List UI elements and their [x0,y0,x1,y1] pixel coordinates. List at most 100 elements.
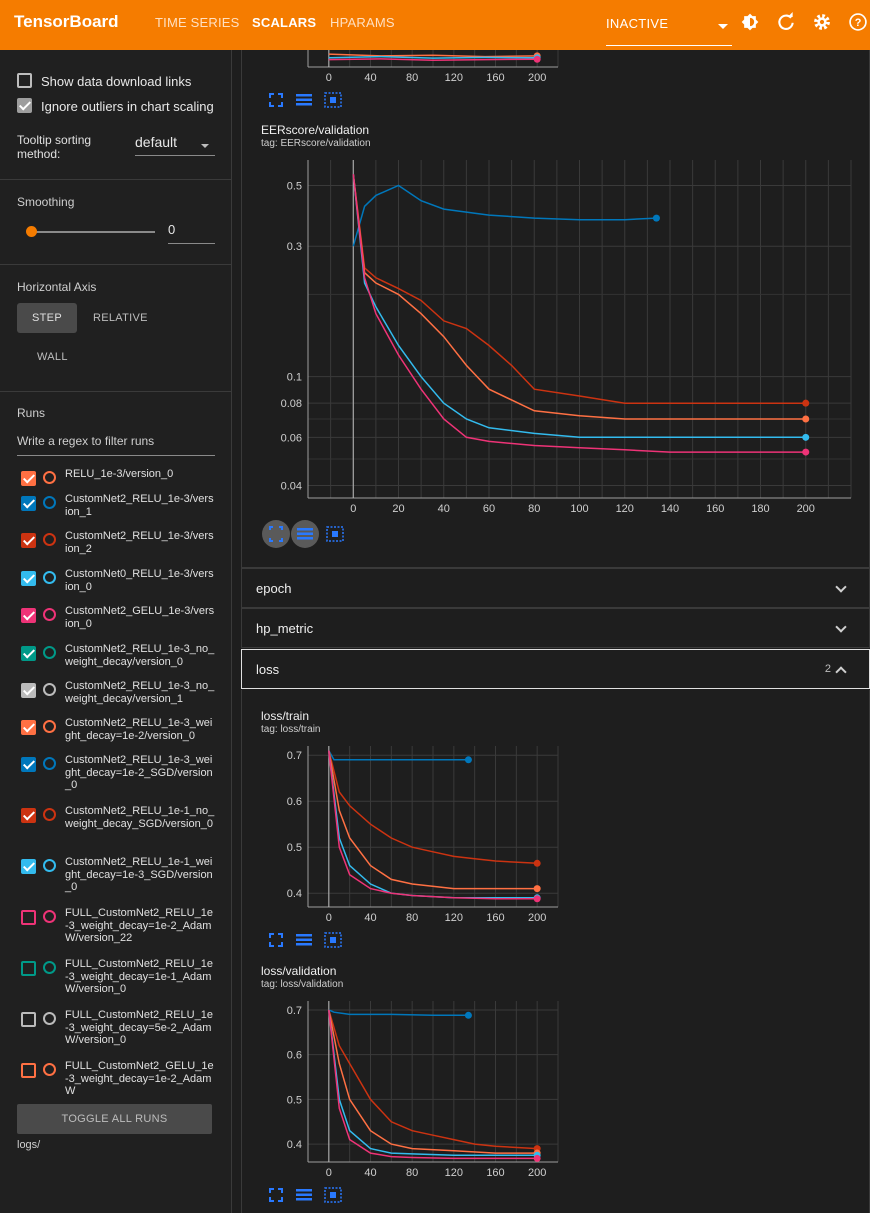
run-checkbox[interactable] [21,910,36,925]
run-checkbox[interactable] [21,683,36,698]
fullscreen-icon[interactable] [269,933,283,947]
help-icon[interactable]: ? [848,12,868,32]
fit-domain-icon[interactable] [324,92,342,108]
run-color-circle[interactable] [43,1012,56,1025]
fit-domain-icon[interactable] [324,932,342,948]
y-tick-label: 0.04 [281,480,302,492]
smoothing-slider-thumb[interactable] [26,226,37,237]
inactive-dashboards-select[interactable]: INACTIVE [606,8,732,46]
run-color-circle[interactable] [43,646,56,659]
run-checkbox[interactable] [21,961,36,976]
chart-toolbar-partial [268,92,358,115]
run-checkbox[interactable] [21,646,36,661]
run-checkbox[interactable] [21,608,36,623]
run-checkbox[interactable] [21,496,36,511]
x-tick-label: 40 [364,1167,376,1179]
series-line [328,53,538,58]
run-color-circle[interactable] [43,910,56,923]
run-checkbox[interactable] [21,533,36,548]
tab-scalars[interactable]: SCALARS [252,15,317,30]
loss-validation-chart[interactable]: 0 40 80 120 160 200 0.7 0.6 0.5 0.4 [242,991,572,1181]
axis-wall-button[interactable]: WALL [37,351,68,363]
fit-domain-icon[interactable] [324,1187,342,1203]
run-checkbox[interactable] [21,757,36,772]
data-table-icon[interactable] [291,520,319,548]
series-endpoint [464,756,472,764]
series-endpoint [533,885,541,893]
x-tick-label: 120 [445,1167,463,1179]
run-checkbox[interactable] [21,859,36,874]
ignore-outliers-checkbox[interactable] [17,98,32,113]
run-name: CustomNet2_RELU_1e-1_weight_decay=1e-3_S… [65,856,213,893]
run-color-circle[interactable] [43,720,56,733]
series-endpoint [533,859,541,867]
run-checkbox[interactable] [21,1063,36,1078]
toggle-all-runs-button[interactable]: TOGGLE ALL RUNS [17,1104,212,1134]
chart-tag: tag: EERscore/validation [261,138,371,149]
group-epoch[interactable]: epoch [241,568,870,608]
data-table-icon[interactable] [296,934,312,946]
run-checkbox[interactable] [21,1012,36,1027]
run-color-circle[interactable] [43,608,56,621]
run-color-circle[interactable] [43,859,56,872]
group-name: epoch [256,581,292,596]
show-download-links-checkbox[interactable] [17,73,32,88]
series-endpoint [802,433,810,441]
run-name: FULL_CustomNet2_RELU_1e-3_weight_decay=1… [65,907,213,944]
x-tick-label: 120 [445,72,463,84]
fullscreen-icon[interactable] [269,1188,283,1202]
group-hp-metric[interactable]: hp_metric [241,608,870,648]
run-color-circle[interactable] [43,471,56,484]
group-count: 2 [824,663,831,675]
tooltip-sorting-select[interactable]: default [135,134,215,156]
series-endpoint [802,448,810,456]
run-color-circle[interactable] [43,533,56,546]
run-checkbox[interactable] [21,808,36,823]
chart-card-loss: loss/train tag: loss/train 0 40 80 120 160 20… [241,690,870,1213]
series-endpoint [533,895,541,903]
fullscreen-icon[interactable] [262,520,290,548]
run-color-circle[interactable] [43,961,56,974]
svg-text:?: ? [855,17,862,29]
group-loss[interactable]: loss 2 [241,649,870,689]
run-color-circle[interactable] [43,757,56,770]
horizontal-axis-section: Horizontal Axis STEP RELATIVE WALL [0,265,232,392]
x-tick-label: 60 [483,503,495,515]
x-tick-label: 160 [486,912,504,924]
series-line [352,174,806,453]
run-checkbox[interactable] [21,571,36,586]
fit-domain-icon[interactable] [326,526,344,542]
chart-tag: tag: loss/validation [261,979,344,990]
runs-filter-input[interactable]: Write a regex to filter runs [17,434,215,456]
run-color-circle[interactable] [43,683,56,696]
series-line [352,184,657,247]
run-color-circle[interactable] [43,571,56,584]
data-table-icon[interactable] [296,1189,312,1201]
chart-tag: tag: loss/train [261,724,321,735]
series-line [328,55,538,59]
smoothing-input[interactable]: 0 [168,222,215,244]
loss-train-chart[interactable]: 0 40 80 120 160 200 0.7 0.6 0.5 0.4 [242,736,572,926]
smoothing-slider-track[interactable] [30,231,155,233]
y-tick-label: 0.6 [287,1050,302,1062]
run-color-circle[interactable] [43,808,56,821]
run-color-circle[interactable] [43,1063,56,1076]
data-table-icon[interactable] [296,94,312,106]
run-checkbox[interactable] [21,720,36,735]
axis-relative-button[interactable]: RELATIVE [93,312,148,324]
tab-hparams[interactable]: HPARAMS [330,15,395,30]
x-tick-label: 160 [486,1167,504,1179]
x-tick-label: 80 [406,72,418,84]
run-checkbox[interactable] [21,471,36,486]
gear-icon[interactable] [812,12,832,32]
theme-toggle-icon[interactable] [740,12,760,32]
run-color-circle[interactable] [43,496,56,509]
x-tick-label: 200 [797,503,815,515]
refresh-icon[interactable] [776,12,796,32]
series-line [352,174,806,404]
tab-time-series[interactable]: TIME SERIES [155,15,240,30]
eer-validation-chart[interactable]: 0 20 40 60 80 100 120 140 160 180 200 0.5 0.3 0.1 0.08… [242,150,870,520]
axis-step-button[interactable]: STEP [17,303,77,333]
run-name: FULL_CustomNet2_GELU_1e-3_weight_decay=1… [65,1060,214,1097]
fullscreen-icon[interactable] [269,93,283,107]
